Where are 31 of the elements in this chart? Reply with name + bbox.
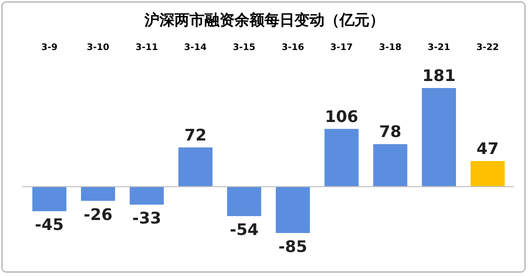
bar	[276, 186, 310, 233]
x-tick-label: 3-18	[378, 43, 402, 53]
x-tick-label: 3-9	[41, 43, 58, 53]
x-tick-label: 3-14	[184, 43, 207, 53]
bar	[470, 161, 505, 187]
x-tick-label: 3-22	[476, 43, 499, 53]
data-label: 47	[476, 139, 499, 158]
x-tick-label: 3-15	[232, 43, 256, 53]
x-tick-label: 3-11	[135, 43, 158, 53]
bar	[373, 144, 408, 187]
x-tick-label: 3-16	[282, 43, 304, 53]
x-tick-label: 3-21	[428, 43, 450, 53]
x-tick-label: 3-17	[330, 43, 353, 53]
data-label: 72	[184, 125, 207, 144]
bar	[32, 186, 66, 212]
data-label: -85	[278, 237, 308, 256]
bar	[178, 147, 212, 187]
data-label: 78	[379, 122, 402, 142]
data-label: 181	[422, 66, 456, 85]
data-label: -26	[84, 204, 113, 224]
data-label: -33	[132, 208, 162, 228]
x-tick-label: 3-10	[86, 43, 110, 53]
data-label: -54	[230, 220, 259, 240]
bar	[422, 88, 456, 187]
chart-title: 沪深两市融资余额每日变动（亿元）	[144, 11, 384, 29]
bar	[227, 186, 262, 216]
bar	[81, 186, 116, 201]
data-label: 106	[324, 106, 358, 126]
bar	[324, 128, 359, 187]
data-label: -45	[34, 215, 64, 234]
bar	[130, 186, 164, 205]
